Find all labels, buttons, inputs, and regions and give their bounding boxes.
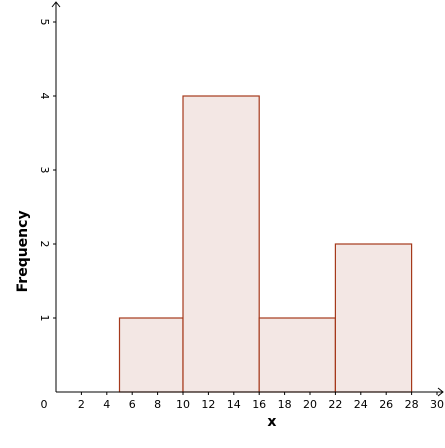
- x-tick-label-6: 6: [129, 398, 136, 411]
- x-tick-label-14: 14: [227, 398, 241, 411]
- y-axis-arrow: [51, 1, 61, 8]
- x-tick-label-16: 16: [252, 398, 266, 411]
- y-tick-label-5: 5: [38, 19, 51, 26]
- bars-group: [118, 95, 413, 393]
- x-tick-label-18: 18: [278, 398, 292, 411]
- y-axis-title: Frequency: [15, 210, 31, 292]
- x-tick-label-22: 22: [328, 398, 342, 411]
- x-ticks-group: 2 4 6 8 10 12 14 16 18 20 22 24 26 28 30: [78, 392, 444, 411]
- x-axis-title: x: [267, 414, 276, 430]
- y-tick-label-4: 4: [38, 93, 51, 100]
- x-tick-label-28: 28: [405, 398, 419, 411]
- x-tick-label-8: 8: [154, 398, 161, 411]
- x-tick-label-2: 2: [78, 398, 85, 411]
- x-tick-label-20: 20: [303, 398, 317, 411]
- histogram-bar-1: [118, 317, 184, 393]
- y-tick-label-3: 3: [38, 167, 51, 174]
- x-tick-label-30: 30: [430, 398, 444, 411]
- histogram-bar-4: [334, 243, 413, 393]
- x-tick-label-26: 26: [379, 398, 393, 411]
- y-tick-label-1: 1: [38, 315, 51, 322]
- histogram-bar-3: [258, 317, 337, 393]
- x-axis-arrow: [437, 387, 444, 397]
- x-tick-label-24: 24: [354, 398, 368, 411]
- x-tick-label-12: 12: [201, 398, 215, 411]
- x-tick-label-10: 10: [176, 398, 190, 411]
- histogram-bar-2: [182, 95, 260, 393]
- x-tick-label-4: 4: [103, 398, 110, 411]
- origin-label: 0: [41, 398, 48, 411]
- y-tick-label-2: 2: [38, 241, 51, 248]
- y-ticks-group: 1 2 3 4 5: [38, 19, 56, 322]
- axes-group: [51, 1, 444, 397]
